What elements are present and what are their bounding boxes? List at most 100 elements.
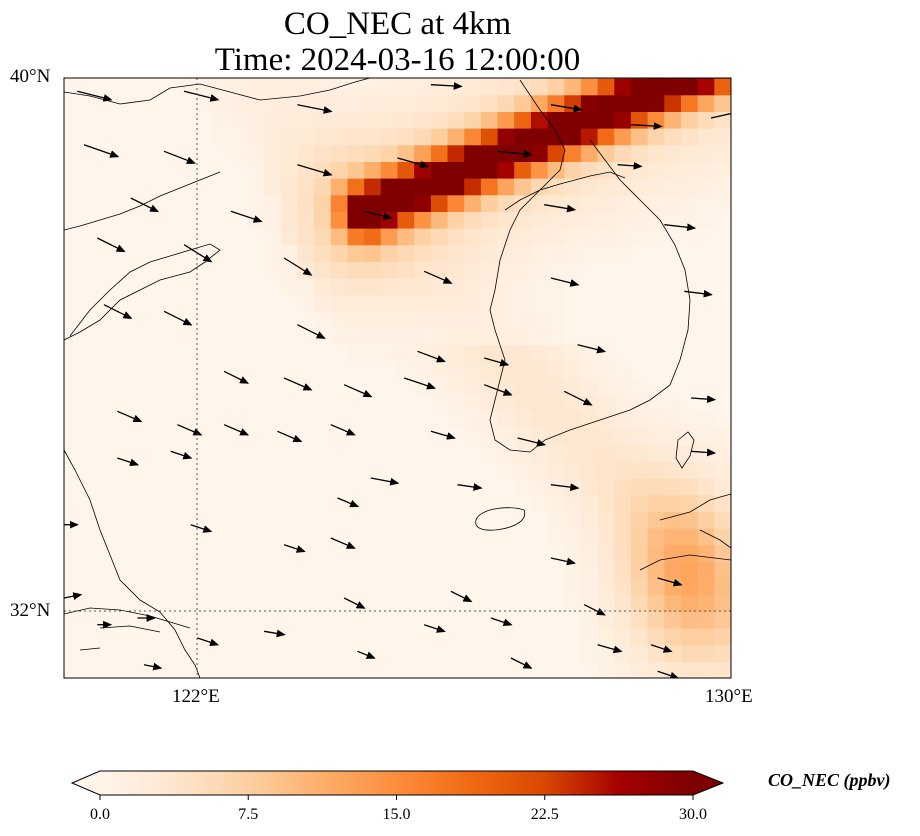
field-cell bbox=[464, 328, 482, 346]
field-cell bbox=[697, 428, 715, 446]
map-plot bbox=[63, 45, 732, 679]
field-cell bbox=[664, 511, 682, 529]
field-cell bbox=[714, 544, 731, 562]
field-cell bbox=[364, 311, 382, 329]
wind-arrow bbox=[223, 424, 250, 436]
field-cell bbox=[314, 294, 332, 312]
field-cell bbox=[230, 111, 249, 129]
field-cell bbox=[647, 128, 665, 146]
field-cell bbox=[564, 561, 582, 579]
field-cell bbox=[464, 278, 482, 296]
field-cell bbox=[264, 244, 282, 262]
field-cell bbox=[347, 261, 365, 279]
field-cell bbox=[347, 178, 365, 196]
field-cell bbox=[247, 94, 265, 112]
field-cell bbox=[597, 78, 615, 79]
co-concentration-field bbox=[164, 45, 731, 678]
wind-arrow bbox=[83, 144, 120, 158]
field-cell bbox=[397, 244, 415, 262]
field-cell bbox=[647, 511, 665, 529]
wind-arrow bbox=[223, 370, 250, 384]
field-cell bbox=[397, 294, 415, 312]
field-cell bbox=[264, 78, 282, 96]
field-cell bbox=[681, 528, 699, 546]
field-cell bbox=[580, 128, 599, 146]
wind-arrow bbox=[423, 624, 446, 633]
field-cell bbox=[697, 78, 715, 96]
field-cell bbox=[430, 78, 449, 96]
field-cell bbox=[647, 644, 665, 662]
field-cell bbox=[264, 194, 282, 212]
field-cell bbox=[597, 394, 615, 412]
field-cell bbox=[280, 94, 299, 112]
field-cell bbox=[347, 144, 365, 162]
field-cell bbox=[397, 344, 415, 362]
field-cell bbox=[580, 494, 599, 512]
field-cell bbox=[497, 394, 515, 412]
field-cell bbox=[347, 78, 365, 79]
field-cell bbox=[497, 211, 515, 229]
field-cell bbox=[498, 45, 515, 62]
field-cell bbox=[447, 111, 465, 129]
field-cell bbox=[647, 628, 665, 646]
field-cell bbox=[497, 444, 515, 462]
wind-arrow bbox=[343, 384, 373, 398]
field-cell bbox=[497, 461, 515, 479]
field-cell bbox=[647, 528, 665, 546]
field-cell bbox=[430, 311, 449, 329]
field-cell bbox=[530, 244, 549, 262]
field-cell bbox=[480, 211, 499, 229]
field-cell bbox=[697, 411, 715, 429]
wind-arrow bbox=[97, 237, 126, 253]
field-cell bbox=[564, 78, 582, 79]
field-cell bbox=[214, 94, 232, 112]
field-cell bbox=[714, 594, 731, 612]
field-cell bbox=[497, 261, 515, 279]
field-cell bbox=[480, 78, 499, 96]
field-cell bbox=[280, 161, 299, 179]
field-cell bbox=[230, 128, 249, 146]
field-cell bbox=[580, 611, 599, 629]
field-cell bbox=[564, 244, 582, 262]
field-cell bbox=[447, 94, 465, 112]
wind-arrow bbox=[710, 112, 731, 119]
wind-arrow bbox=[283, 544, 306, 553]
field-cell bbox=[380, 128, 399, 146]
wind-arrow bbox=[397, 157, 430, 169]
field-cell bbox=[630, 178, 649, 196]
field-cell bbox=[330, 178, 349, 196]
field-cell bbox=[380, 211, 399, 229]
field-cell bbox=[547, 261, 565, 279]
field-cell bbox=[597, 561, 615, 579]
field-cell bbox=[514, 411, 532, 429]
field-cell bbox=[664, 494, 682, 512]
field-cell bbox=[464, 428, 482, 446]
field-cell bbox=[297, 211, 315, 229]
field-cell bbox=[597, 344, 615, 362]
map-frame bbox=[63, 77, 732, 679]
field-cell bbox=[414, 78, 432, 96]
field-cell bbox=[614, 144, 632, 162]
field-cell bbox=[681, 78, 699, 96]
field-cell bbox=[297, 178, 315, 196]
field-cell bbox=[347, 228, 365, 246]
field-cell bbox=[480, 294, 499, 312]
map-subtitle: Time: 2024-03-16 12:00:00 bbox=[214, 42, 581, 78]
field-cell bbox=[580, 244, 599, 262]
field-cell bbox=[464, 411, 482, 429]
field-cell bbox=[514, 478, 532, 496]
field-cell bbox=[314, 261, 332, 279]
field-cell bbox=[681, 94, 699, 112]
field-cell bbox=[598, 45, 615, 62]
wind-arrow bbox=[657, 670, 680, 678]
wind-arrow bbox=[430, 82, 463, 90]
field-cell bbox=[664, 444, 682, 462]
field-cell bbox=[531, 45, 548, 62]
field-cell bbox=[614, 578, 632, 596]
field-cell bbox=[564, 428, 582, 446]
field-cell bbox=[664, 144, 682, 162]
coastline-liaodong bbox=[64, 78, 371, 105]
field-cell bbox=[630, 211, 649, 229]
field-cell bbox=[614, 228, 632, 246]
field-cell bbox=[214, 128, 232, 146]
